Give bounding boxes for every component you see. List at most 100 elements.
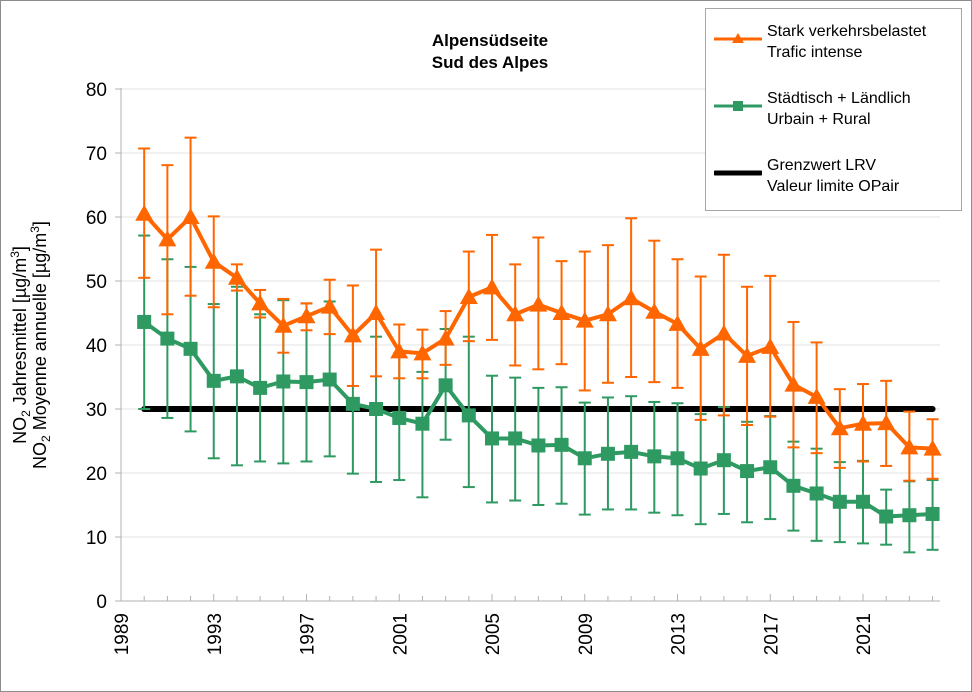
y-tick-label-20: 20 — [86, 464, 107, 485]
y-tick-label-0: 0 — [96, 592, 107, 613]
marker-traffic-2020 — [830, 419, 849, 436]
x-tick-label-1989: 1989 — [112, 613, 133, 655]
marker-urban-rural-1992 — [183, 341, 198, 356]
marker-traffic-2017 — [761, 337, 780, 354]
marker-urban-rural-2023 — [902, 508, 917, 523]
title-line-2: Sud des Alpes — [432, 53, 549, 72]
y-tick-label-30: 30 — [86, 400, 107, 421]
marker-traffic-1998 — [320, 297, 339, 314]
marker-urban-rural-2003 — [438, 378, 453, 393]
markers-urban-rural — [137, 314, 940, 524]
marker-traffic-2010 — [598, 305, 617, 322]
chart-title: Alpensüdseite Sud des Alpes — [432, 31, 549, 72]
marker-urban-rural-2022 — [879, 509, 894, 524]
marker-urban-rural-2000 — [369, 402, 384, 416]
marker-traffic-2006 — [506, 305, 525, 322]
marker-traffic-1996 — [274, 316, 293, 333]
marker-urban-rural-2001 — [392, 410, 407, 425]
marker-urban-rural-2019 — [809, 486, 824, 501]
x-tick-label-2013: 2013 — [669, 613, 690, 655]
marker-urban-rural-2015 — [716, 453, 731, 468]
marker-traffic-2016 — [738, 346, 757, 363]
legend-swatch-limit — [714, 170, 762, 176]
y-axis-label-line-1: NO2 Jahresmittel [µg/m3] — [8, 246, 33, 444]
marker-traffic-2005 — [483, 278, 501, 295]
marker-traffic-1990 — [135, 204, 154, 221]
marker-urban-rural-1998 — [322, 372, 337, 387]
marker-urban-rural-2006 — [508, 431, 523, 446]
square-marker-icon — [733, 101, 743, 111]
marker-traffic-2002 — [413, 344, 432, 361]
marker-urban-rural-2012 — [647, 449, 662, 464]
y-tick-label-80: 80 — [86, 80, 107, 101]
marker-urban-rural-2005 — [485, 431, 499, 446]
marker-urban-rural-2024 — [925, 506, 940, 521]
marker-urban-rural-2009 — [577, 451, 592, 466]
marker-traffic-1999 — [343, 326, 362, 343]
marker-urban-rural-1997 — [299, 375, 314, 390]
marker-urban-rural-2004 — [461, 408, 476, 423]
axes: 0 10 20 30 40 50 60 70 80 1989 1993 1997 2001 2005 200… — [86, 80, 940, 655]
marker-urban-rural-2008 — [554, 437, 569, 452]
marker-traffic-1997 — [297, 307, 316, 324]
y-tick-label-70: 70 — [86, 144, 107, 165]
legend-label-urban-rural-fr: Urbain + Rural — [767, 111, 871, 128]
legend-label-limit-de: Grenzwert LRV — [767, 157, 877, 174]
marker-urban-rural-2002 — [415, 416, 430, 431]
marker-urban-rural-2017 — [763, 460, 778, 475]
y-axis-label-line-2: NO2 Moyenne annuelle [µg/m3] — [28, 221, 53, 469]
title-line-1: Alpensüdseite — [432, 31, 548, 50]
legend-swatch-urban-rural — [714, 101, 762, 111]
legend-swatch-traffic — [714, 33, 762, 43]
marker-urban-rural-1996 — [276, 374, 291, 389]
marker-urban-rural-2018 — [786, 478, 801, 493]
marker-urban-rural-2013 — [670, 451, 685, 466]
marker-urban-rural-1994 — [229, 369, 244, 384]
marker-traffic-1995 — [251, 294, 270, 311]
marker-traffic-2023 — [900, 438, 919, 455]
series-layer — [135, 136, 942, 554]
marker-traffic-2019 — [807, 387, 826, 404]
marker-traffic-1993 — [204, 252, 223, 269]
marker-traffic-2008 — [552, 304, 571, 320]
marker-urban-rural-1995 — [253, 380, 268, 395]
y-tick-label-60: 60 — [86, 208, 107, 229]
marker-traffic-2000 — [367, 304, 386, 320]
x-tick-label-2009: 2009 — [576, 613, 597, 655]
marker-urban-rural-2007 — [531, 438, 546, 453]
marker-urban-rural-2021 — [856, 494, 870, 509]
x-tick-label-2001: 2001 — [390, 613, 411, 655]
marker-urban-rural-1993 — [206, 373, 221, 388]
y-tick-label-10: 10 — [86, 528, 107, 549]
marker-traffic-2021 — [854, 414, 872, 431]
marker-traffic-2014 — [691, 339, 710, 356]
marker-urban-rural-2020 — [832, 494, 847, 509]
marker-traffic-2022 — [877, 414, 896, 431]
x-tick-label-1993: 1993 — [205, 613, 226, 655]
marker-urban-rural-1990 — [137, 314, 152, 329]
marker-traffic-2001 — [390, 342, 409, 359]
x-tick-label-2021: 2021 — [854, 613, 875, 655]
triangle-marker-icon — [732, 33, 744, 43]
legend-label-urban-rural: Städtisch + Ländlich Urbain + Rural — [767, 88, 911, 130]
marker-traffic-2024 — [923, 439, 942, 456]
marker-traffic-2007 — [529, 295, 548, 312]
marker-traffic-2013 — [668, 314, 687, 331]
legend-label-limit-fr: Valeur limite OPair — [767, 178, 900, 195]
marker-traffic-2018 — [784, 375, 803, 392]
y-tick-label-50: 50 — [86, 272, 107, 293]
marker-traffic-1991 — [158, 230, 177, 247]
legend-label-traffic-fr: Trafic intense — [767, 44, 863, 61]
marker-traffic-2012 — [645, 302, 664, 319]
marker-urban-rural-1991 — [160, 331, 175, 346]
marker-traffic-2009 — [575, 311, 594, 328]
marker-traffic-2003 — [436, 329, 455, 346]
x-tick-label-1997: 1997 — [298, 613, 319, 655]
marker-traffic-1992 — [181, 208, 200, 224]
marker-urban-rural-2011 — [624, 444, 639, 459]
x-tick-label-2005: 2005 — [483, 613, 504, 655]
markers-traffic — [135, 204, 942, 456]
marker-urban-rural-2016 — [740, 464, 755, 479]
series-traffic — [135, 136, 942, 482]
legend: Stark verkehrsbelastet Trafic intense St… — [705, 8, 962, 211]
